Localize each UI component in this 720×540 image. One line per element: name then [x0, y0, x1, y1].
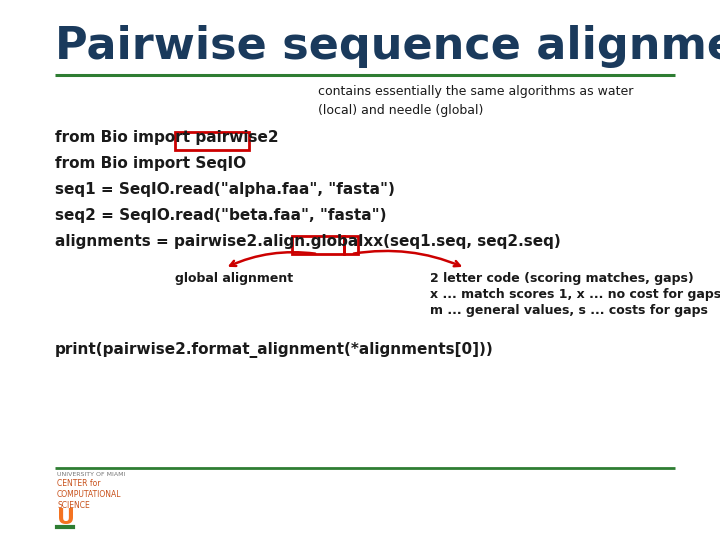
Text: print(pairwise2.format_alignment(*alignments[0])): print(pairwise2.format_alignment(*alignm… — [55, 342, 494, 358]
Text: contains essentially the same algorithms as water
(local) and needle (global): contains essentially the same algorithms… — [318, 85, 634, 117]
Text: seq1 = SeqIO.read("alpha.faa", "fasta"): seq1 = SeqIO.read("alpha.faa", "fasta") — [55, 182, 395, 197]
Text: CENTER for
COMPUTATIONAL
SCIENCE: CENTER for COMPUTATIONAL SCIENCE — [57, 479, 122, 510]
Bar — [175, 132, 249, 150]
Bar — [292, 236, 344, 254]
Bar — [344, 236, 358, 254]
Text: seq2 = SeqIO.read("beta.faa", "fasta"): seq2 = SeqIO.read("beta.faa", "fasta") — [55, 208, 387, 223]
Text: 2 letter code (scoring matches, gaps): 2 letter code (scoring matches, gaps) — [430, 272, 694, 285]
Text: from Bio import pairwise2: from Bio import pairwise2 — [55, 130, 279, 145]
Text: from Bio import SeqIO: from Bio import SeqIO — [55, 156, 246, 171]
Text: UNIVERSITY OF MIAMI: UNIVERSITY OF MIAMI — [57, 472, 125, 477]
Text: global alignment: global alignment — [175, 272, 293, 285]
Text: U: U — [57, 508, 75, 528]
Text: Pairwise sequence alignments: Pairwise sequence alignments — [55, 25, 720, 68]
Text: x ... match scores 1, x ... no cost for gaps: x ... match scores 1, x ... no cost for … — [430, 288, 720, 301]
Text: m ... general values, s ... costs for gaps: m ... general values, s ... costs for ga… — [430, 304, 708, 317]
Text: alignments = pairwise2.align.globalxx(seq1.seq, seq2.seq): alignments = pairwise2.align.globalxx(se… — [55, 234, 561, 249]
